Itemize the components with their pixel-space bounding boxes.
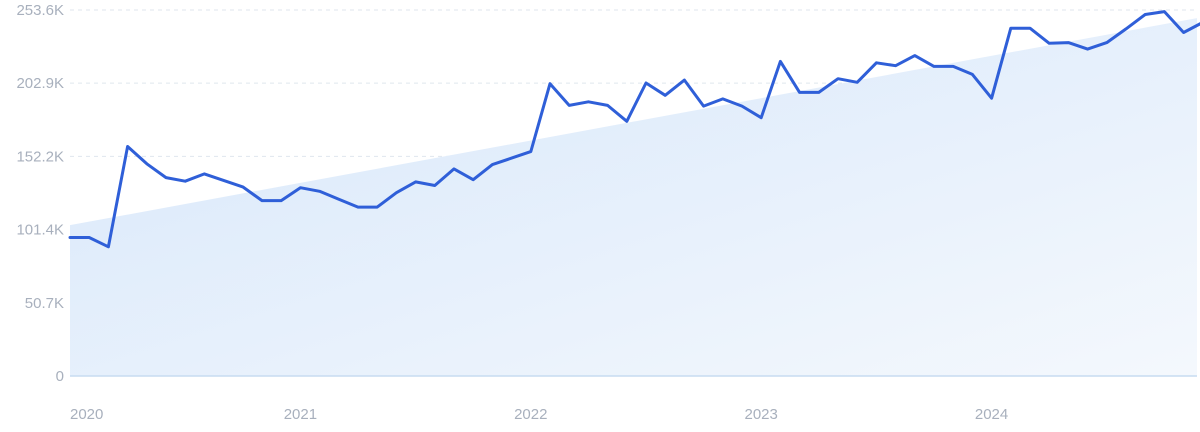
- data-point: [1008, 25, 1014, 31]
- y-tick-label: 50.7K: [25, 295, 64, 312]
- y-tick-label: 152.2K: [16, 148, 64, 165]
- data-point: [201, 171, 207, 177]
- data-point: [413, 179, 419, 185]
- trend-area: [70, 18, 1197, 376]
- data-point: [912, 53, 918, 59]
- data-point: [125, 144, 131, 150]
- data-point: [259, 198, 265, 204]
- data-point: [547, 81, 553, 87]
- data-point: [1085, 46, 1091, 52]
- data-point: [701, 103, 707, 109]
- data-point: [393, 190, 399, 196]
- data-point: [931, 63, 937, 69]
- data-point: [681, 77, 687, 83]
- data-point: [777, 58, 783, 64]
- data-point: [758, 115, 764, 121]
- data-point: [182, 178, 188, 184]
- data-point: [451, 166, 457, 172]
- data-point: [278, 198, 284, 204]
- data-point: [835, 76, 841, 82]
- data-point: [489, 162, 495, 168]
- data-point: [720, 96, 726, 102]
- data-point: [317, 188, 323, 194]
- data-point: [950, 63, 956, 69]
- data-point: [989, 95, 995, 101]
- data-point: [1142, 12, 1148, 18]
- x-tick-label: 2024: [975, 406, 1008, 423]
- y-tick-label: 202.9K: [16, 75, 64, 92]
- data-point: [67, 235, 73, 241]
- data-point: [739, 103, 745, 109]
- data-point: [1123, 26, 1129, 32]
- data-point: [797, 89, 803, 95]
- x-tick-label: 2023: [744, 406, 777, 423]
- data-point: [221, 177, 227, 183]
- data-point: [662, 92, 668, 98]
- data-point: [163, 175, 169, 181]
- data-point: [605, 102, 611, 108]
- data-point: [1065, 40, 1071, 46]
- data-point: [566, 102, 572, 108]
- data-point: [509, 155, 515, 161]
- data-point: [470, 177, 476, 183]
- data-point: [643, 80, 649, 86]
- series-line: [68, 10, 1200, 249]
- data-point: [1104, 40, 1110, 46]
- data-point: [336, 196, 342, 202]
- data-point: [1181, 30, 1187, 36]
- data-point: [1161, 9, 1167, 15]
- data-point: [1046, 40, 1052, 46]
- data-point: [240, 184, 246, 190]
- data-point: [893, 63, 899, 69]
- data-point: [528, 149, 534, 155]
- data-point: [86, 235, 92, 241]
- data-point: [854, 79, 860, 85]
- data-point: [816, 89, 822, 95]
- data-point: [1027, 25, 1033, 31]
- data-point: [585, 99, 591, 105]
- data-point: [144, 161, 150, 167]
- y-tick-label: 0: [56, 368, 64, 385]
- x-tick-label: 2022: [514, 406, 547, 423]
- data-point: [432, 183, 438, 189]
- x-axis-tick-labels: 2020 2021 2022 2023 2024: [70, 406, 1008, 423]
- y-tick-label: 253.6K: [16, 2, 64, 19]
- data-point: [624, 118, 630, 124]
- y-tick-label: 101.4K: [16, 222, 64, 239]
- data-point: [105, 244, 111, 250]
- x-tick-label: 2020: [70, 406, 103, 423]
- x-tick-label: 2021: [284, 406, 317, 423]
- data-point: [969, 71, 975, 77]
- data-point: [297, 185, 303, 191]
- data-point: [873, 60, 879, 66]
- data-point: [374, 204, 380, 210]
- data-point: [355, 204, 361, 210]
- y-axis-tick-labels: 0 50.7K 101.4K 152.2K 202.9K 253.6K: [16, 2, 64, 385]
